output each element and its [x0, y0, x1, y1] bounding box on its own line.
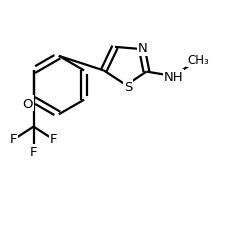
Text: CH₃: CH₃	[187, 54, 209, 66]
Text: O: O	[23, 97, 33, 110]
Text: F: F	[50, 133, 58, 146]
Text: NH: NH	[163, 70, 183, 83]
Text: F: F	[10, 133, 17, 146]
Text: N: N	[138, 42, 148, 55]
Text: S: S	[124, 80, 132, 93]
Text: F: F	[30, 145, 37, 158]
